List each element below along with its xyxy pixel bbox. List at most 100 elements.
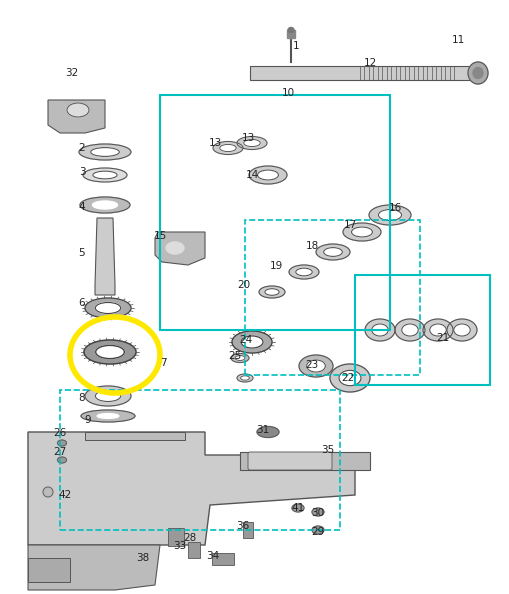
Ellipse shape — [85, 386, 131, 406]
Ellipse shape — [237, 374, 252, 382]
Ellipse shape — [165, 242, 184, 254]
Ellipse shape — [338, 370, 360, 386]
Text: 20: 20 — [237, 280, 250, 290]
Ellipse shape — [371, 324, 387, 336]
Text: 42: 42 — [58, 490, 71, 500]
Ellipse shape — [369, 205, 410, 225]
Bar — [188, 542, 200, 558]
Ellipse shape — [81, 410, 135, 422]
Polygon shape — [95, 218, 115, 295]
Ellipse shape — [235, 356, 244, 361]
Text: 17: 17 — [343, 220, 356, 230]
Text: 12: 12 — [362, 58, 376, 68]
Ellipse shape — [343, 223, 380, 241]
Ellipse shape — [92, 201, 117, 209]
Polygon shape — [28, 432, 354, 545]
Text: 35: 35 — [321, 445, 334, 455]
Text: 33: 33 — [173, 541, 186, 551]
Ellipse shape — [453, 324, 469, 336]
Ellipse shape — [257, 170, 278, 180]
Text: 22: 22 — [341, 373, 354, 383]
Text: 34: 34 — [206, 551, 219, 561]
Ellipse shape — [323, 248, 342, 257]
Ellipse shape — [429, 324, 445, 336]
Ellipse shape — [298, 355, 332, 377]
Ellipse shape — [43, 487, 53, 497]
Ellipse shape — [467, 62, 487, 84]
Ellipse shape — [96, 345, 124, 359]
Ellipse shape — [241, 336, 263, 348]
Text: 16: 16 — [388, 203, 401, 213]
Text: 9: 9 — [84, 415, 91, 425]
Ellipse shape — [257, 426, 278, 438]
Text: 4: 4 — [78, 202, 85, 212]
Text: 36: 36 — [236, 521, 249, 531]
Text: 41: 41 — [291, 503, 304, 513]
Ellipse shape — [306, 360, 325, 372]
Ellipse shape — [95, 390, 121, 402]
Bar — [242, 522, 252, 538]
Ellipse shape — [312, 508, 323, 516]
FancyBboxPatch shape — [247, 452, 331, 470]
Polygon shape — [48, 100, 105, 133]
Text: 26: 26 — [53, 428, 67, 438]
Ellipse shape — [364, 319, 394, 341]
Bar — [160, 95, 389, 330]
Text: 32: 32 — [65, 68, 78, 78]
Text: 13: 13 — [241, 133, 254, 143]
Ellipse shape — [231, 353, 248, 362]
Ellipse shape — [351, 227, 372, 237]
Text: 31: 31 — [256, 425, 269, 435]
Bar — [354, 275, 489, 385]
Ellipse shape — [292, 504, 303, 512]
Text: 7: 7 — [159, 358, 166, 368]
Text: 1: 1 — [292, 41, 299, 51]
Ellipse shape — [378, 210, 401, 220]
Ellipse shape — [394, 319, 424, 341]
Ellipse shape — [422, 319, 452, 341]
Text: 13: 13 — [208, 138, 221, 148]
Text: 27: 27 — [53, 447, 67, 457]
Ellipse shape — [79, 144, 131, 160]
Text: 18: 18 — [305, 241, 318, 251]
Ellipse shape — [58, 457, 66, 463]
Ellipse shape — [58, 440, 66, 446]
Ellipse shape — [97, 413, 119, 418]
Ellipse shape — [67, 103, 89, 117]
Ellipse shape — [312, 526, 323, 534]
Text: 11: 11 — [450, 35, 464, 45]
Ellipse shape — [401, 324, 417, 336]
Ellipse shape — [472, 68, 482, 78]
Polygon shape — [28, 545, 160, 590]
Ellipse shape — [213, 141, 242, 154]
Text: 6: 6 — [78, 298, 85, 308]
Text: 3: 3 — [78, 167, 85, 177]
Bar — [244, 220, 419, 375]
Text: 38: 38 — [136, 553, 149, 563]
Bar — [167, 528, 184, 546]
Text: 19: 19 — [269, 261, 282, 271]
Ellipse shape — [288, 27, 293, 33]
Ellipse shape — [264, 289, 278, 295]
Text: 2: 2 — [78, 143, 85, 153]
Ellipse shape — [329, 364, 369, 392]
Text: 24: 24 — [239, 335, 252, 345]
Ellipse shape — [289, 265, 318, 279]
Ellipse shape — [93, 171, 117, 179]
Ellipse shape — [240, 376, 249, 380]
Ellipse shape — [95, 302, 121, 314]
Text: 30: 30 — [311, 508, 324, 518]
Bar — [28, 558, 70, 582]
Text: 23: 23 — [305, 360, 318, 370]
Ellipse shape — [446, 319, 476, 341]
Text: 10: 10 — [281, 88, 294, 98]
Text: 28: 28 — [183, 533, 196, 543]
Polygon shape — [155, 232, 205, 265]
Ellipse shape — [80, 197, 130, 213]
Ellipse shape — [259, 286, 285, 298]
Text: 8: 8 — [78, 393, 85, 403]
Ellipse shape — [84, 340, 136, 364]
Text: 15: 15 — [153, 231, 166, 241]
Bar — [287, 30, 294, 38]
Ellipse shape — [237, 137, 267, 150]
